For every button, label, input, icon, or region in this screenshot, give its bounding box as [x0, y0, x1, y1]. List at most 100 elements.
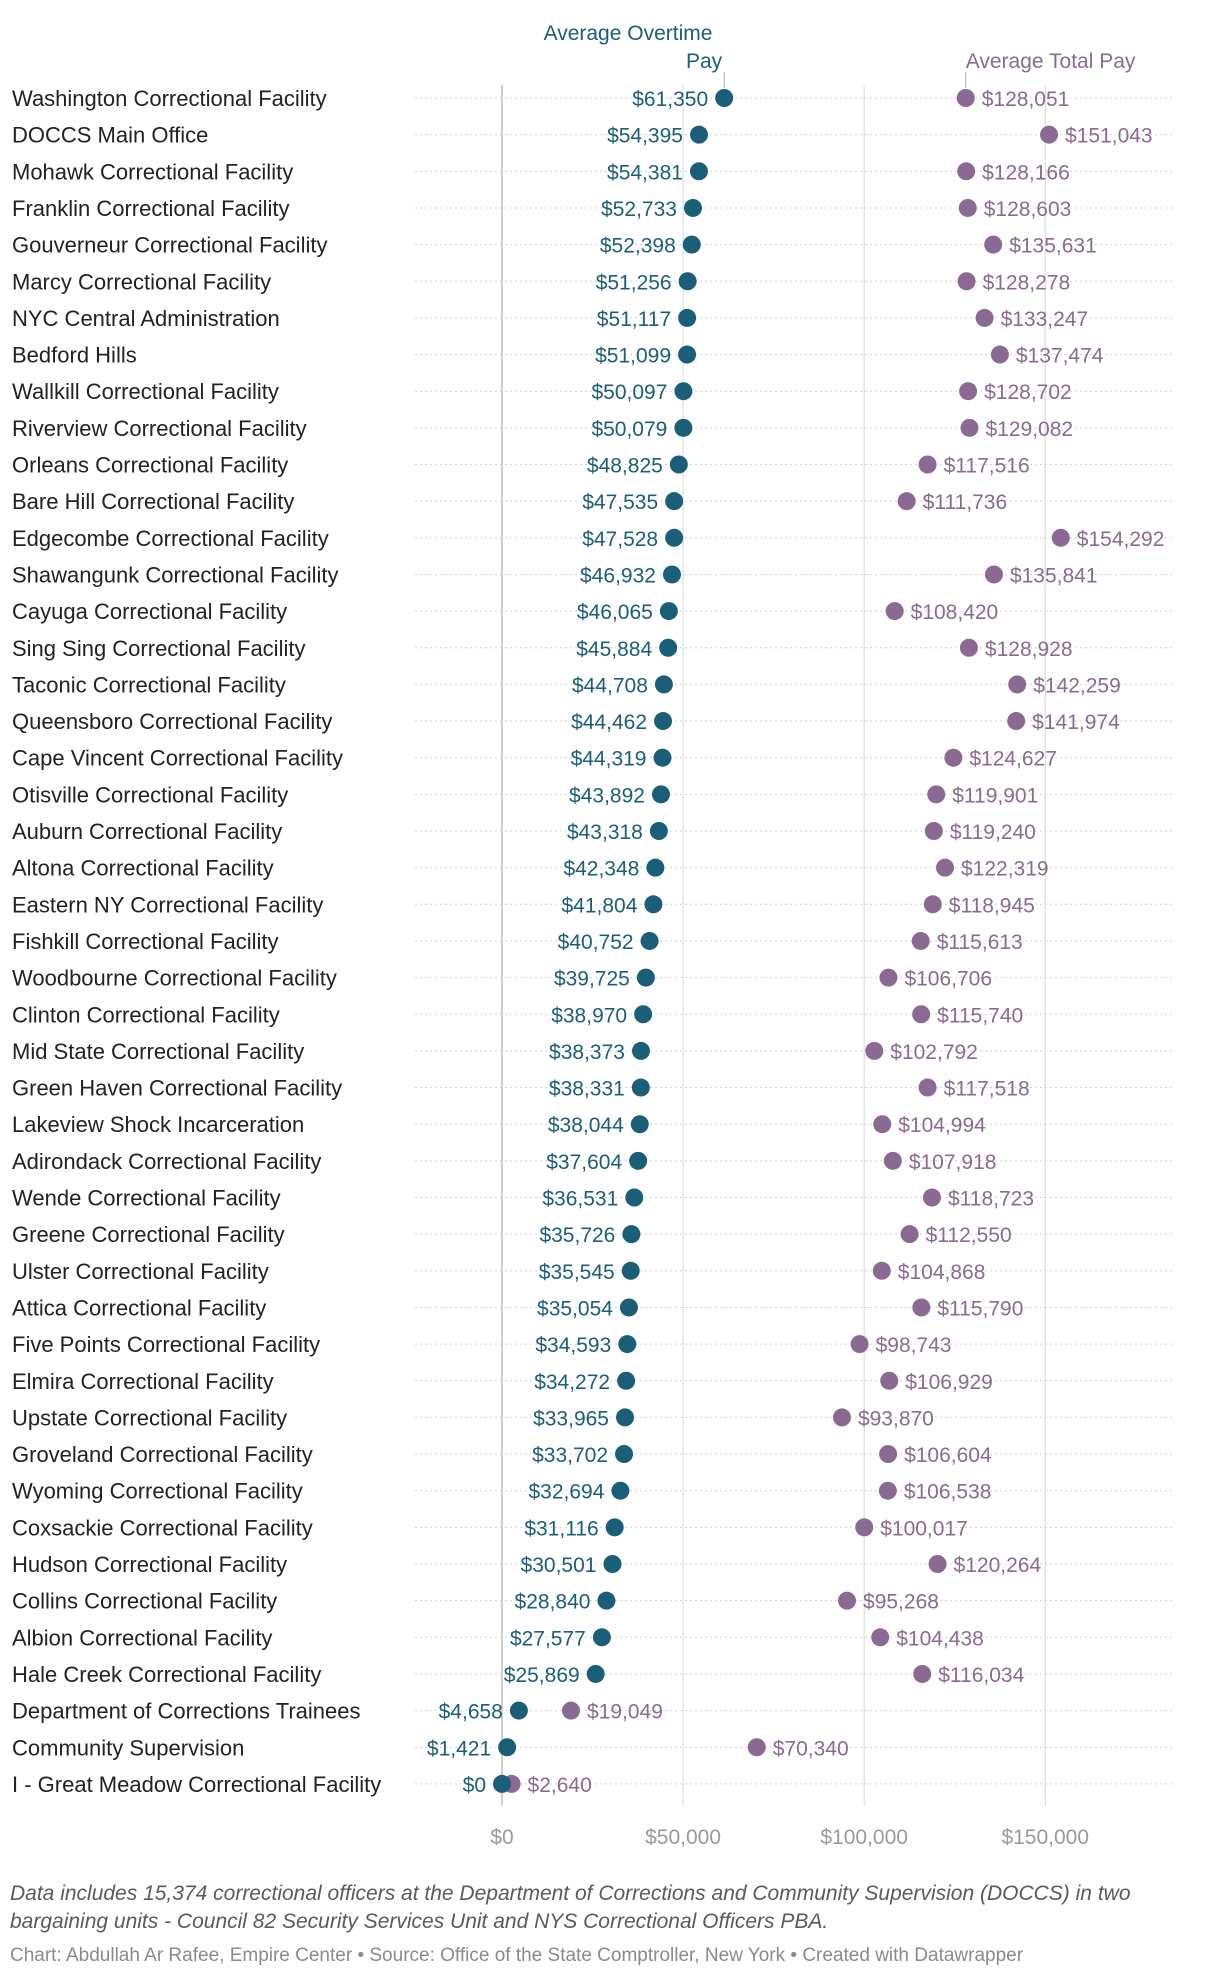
- chart-row: Wallkill Correctional Facility $50,097 $12…: [12, 379, 1072, 404]
- chart-row: Elmira Correctional Facility $34,272 $106,…: [12, 1369, 993, 1394]
- total-dot: [944, 748, 963, 767]
- total-value-label: $128,702: [984, 381, 1072, 404]
- total-value-label: $133,247: [1001, 308, 1089, 331]
- total-value-label: $128,928: [985, 638, 1073, 661]
- total-value-label: $104,994: [898, 1114, 986, 1137]
- legend: Average Overtime Pay Average Total Pay: [544, 22, 1136, 88]
- overtime-dot: [665, 528, 684, 547]
- total-value-label: $118,945: [949, 894, 1035, 917]
- total-dot: [922, 1188, 941, 1207]
- overtime-dot: [662, 565, 681, 584]
- row-label: Coxsackie Correctional Facility: [12, 1515, 313, 1540]
- total-value-label: $70,340: [773, 1737, 849, 1760]
- chart-row: Orleans Correctional Facility $48,825 $117…: [12, 453, 1030, 478]
- overtime-value-label: $34,593: [535, 1334, 611, 1357]
- overtime-dot: [689, 162, 708, 181]
- total-dot: [747, 1738, 766, 1757]
- chart-row: Attica Correctional Facility $35,054 $115,…: [12, 1295, 1023, 1320]
- overtime-dot: [678, 272, 697, 291]
- total-dot: [923, 895, 942, 914]
- chart-row: Eastern NY Correctional Facility $41,804 $…: [12, 892, 1035, 917]
- total-dot: [911, 931, 930, 950]
- overtime-dot: [674, 418, 693, 437]
- row-label: Mid State Correctional Facility: [12, 1039, 304, 1064]
- row-label: Mohawk Correctional Facility: [12, 159, 293, 184]
- overtime-dot: [689, 125, 708, 144]
- total-dot: [927, 785, 946, 804]
- chart-row: Clinton Correctional Facility $38,970 $115…: [12, 1002, 1023, 1027]
- total-dot: [872, 1261, 891, 1280]
- row-label: Auburn Correctional Facility: [12, 819, 282, 844]
- overtime-value-label: $43,318: [567, 821, 643, 844]
- row-label: Wallkill Correctional Facility: [12, 379, 279, 404]
- overtime-dot: [617, 1371, 636, 1390]
- legend-overtime-line2: Pay: [686, 50, 723, 73]
- total-value-label: $135,841: [1010, 564, 1098, 587]
- overtime-value-label: $44,462: [571, 711, 647, 734]
- total-dot: [959, 382, 978, 401]
- row-label: Upstate Correctional Facility: [12, 1405, 287, 1430]
- overtime-value-label: $28,840: [515, 1591, 591, 1614]
- overtime-value-label: $31,116: [524, 1517, 598, 1540]
- overtime-dot: [597, 1591, 616, 1610]
- chart-row: Woodbourne Correctional Facility $39,725 $…: [12, 966, 992, 991]
- overtime-value-label: $32,694: [528, 1481, 604, 1504]
- overtime-value-label: $1,421: [427, 1737, 491, 1760]
- total-value-label: $115,790: [937, 1297, 1023, 1320]
- x-tick-label: $0: [490, 1826, 513, 1849]
- total-dot: [956, 89, 975, 107]
- row-label: Elmira Correctional Facility: [12, 1369, 274, 1394]
- row-label: Cayuga Correctional Facility: [12, 599, 287, 624]
- total-value-label: $106,604: [904, 1444, 992, 1467]
- total-value-label: $128,603: [984, 198, 1072, 221]
- overtime-value-label: $35,545: [539, 1261, 615, 1284]
- overtime-dot: [616, 1408, 635, 1427]
- chart-row: Upstate Correctional Facility $33,965 $93,…: [12, 1405, 934, 1430]
- chart-row: Gouverneur Correctional Facility $52,398 $…: [12, 233, 1097, 258]
- chart-row: Ulster Correctional Facility $35,545 $104,…: [12, 1259, 985, 1284]
- overtime-dot: [674, 382, 693, 401]
- row-label: Collins Correctional Facility: [12, 1589, 277, 1614]
- row-label: Gouverneur Correctional Facility: [12, 233, 327, 258]
- chart-row: Riverview Correctional Facility $50,079 $1…: [12, 416, 1073, 441]
- total-dot: [880, 1371, 899, 1390]
- total-dot: [873, 1115, 892, 1134]
- overtime-dot: [603, 1555, 622, 1573]
- dot-range-chart: Average Overtime Pay Average Total Pay Was…: [12, 22, 1175, 1849]
- chart-row: Cayuga Correctional Facility $46,065 $108,…: [12, 599, 998, 624]
- total-dot: [1040, 125, 1059, 144]
- total-dot: [958, 198, 977, 217]
- total-value-label: $112,550: [926, 1224, 1012, 1247]
- overtime-dot: [640, 931, 659, 950]
- chart-row: Taconic Correctional Facility $44,708 $142…: [12, 672, 1121, 697]
- total-dot: [957, 162, 976, 181]
- total-dot: [855, 1518, 874, 1537]
- total-dot: [883, 1151, 902, 1170]
- row-label: Adirondack Correctional Facility: [12, 1149, 321, 1174]
- total-value-label: $141,974: [1032, 711, 1120, 734]
- chart-row: Groveland Correctional Facility $33,702 $1…: [12, 1442, 992, 1467]
- overtime-dot: [646, 858, 665, 877]
- chart-row: Adirondack Correctional Facility $37,604 $…: [12, 1149, 996, 1174]
- chart-row: Community Supervision $1,421 $70,340: [12, 1735, 849, 1760]
- chart-row: Lakeview Shock Incarceration $38,044 $104,…: [12, 1112, 986, 1137]
- overtime-dot: [682, 235, 701, 254]
- overtime-dot: [586, 1664, 605, 1683]
- total-value-label: $115,613: [937, 931, 1023, 954]
- row-label: Hudson Correctional Facility: [12, 1552, 287, 1577]
- chart-row: Wyoming Correctional Facility $32,694 $106…: [12, 1479, 991, 1504]
- chart-row: Coxsackie Correctional Facility $31,116 $1…: [12, 1515, 968, 1540]
- total-dot: [959, 638, 978, 657]
- total-value-label: $95,268: [863, 1591, 939, 1614]
- total-value-label: $124,627: [969, 748, 1057, 771]
- row-label: Altona Correctional Facility: [12, 856, 274, 881]
- chart-row: Auburn Correctional Facility $43,318 $119,…: [12, 819, 1036, 844]
- overtime-dot: [654, 675, 673, 694]
- total-value-label: $106,929: [905, 1371, 993, 1394]
- overtime-value-label: $43,892: [569, 784, 645, 807]
- overtime-value-label: $36,531: [542, 1188, 618, 1211]
- overtime-value-label: $35,054: [537, 1297, 613, 1320]
- legend-overtime-line1: Average Overtime: [544, 22, 713, 45]
- row-label: Ulster Correctional Facility: [12, 1259, 269, 1284]
- overtime-dot: [498, 1738, 517, 1757]
